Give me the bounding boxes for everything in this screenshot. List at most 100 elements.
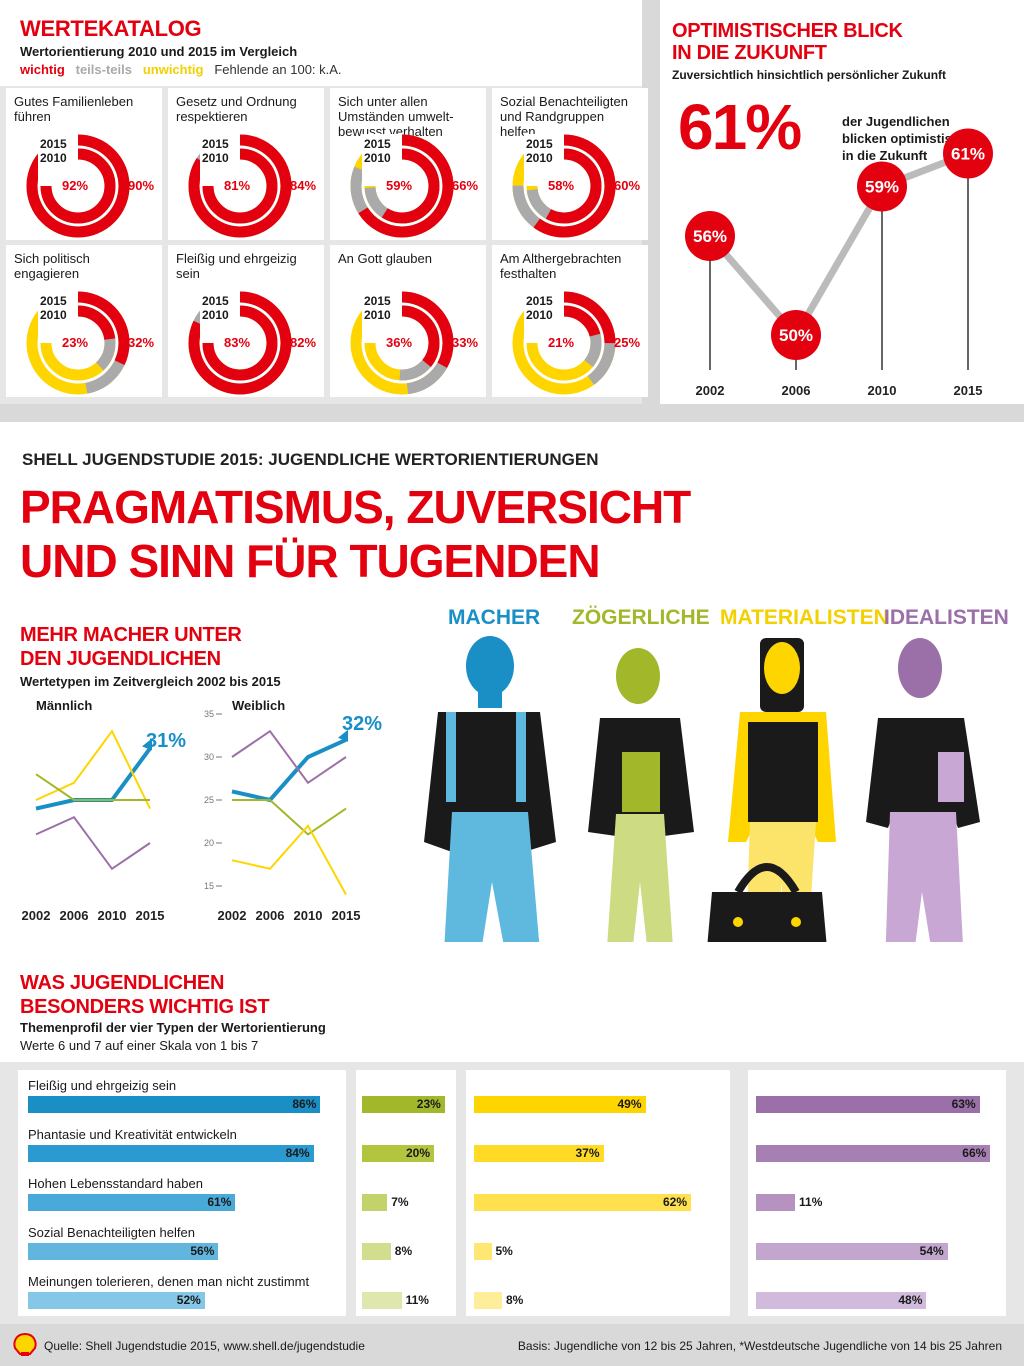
optimism-point-label: 50% [779, 326, 813, 345]
profile-row-label: Meinungen tolerieren, denen man nicht zu… [28, 1274, 310, 1289]
year-2015-label: 2015 [202, 137, 229, 151]
profile-bar-value: 5% [495, 1244, 513, 1258]
profile-row-label: Fleißig und ehrgeizig sein [28, 1078, 177, 1093]
donut-cell: Sich politisch engagieren 2015 2010 23% 32% [6, 245, 162, 397]
trend-year-label: 2002 [22, 908, 51, 923]
inner-percent: 23% [62, 335, 89, 350]
outer-percent: 25% [614, 335, 641, 350]
donut-cell: Gesetz und Ordnung respektieren 2015 2010 8… [168, 88, 324, 240]
donut-ring [350, 291, 454, 395]
profile-bar: 56% [28, 1243, 219, 1260]
main-headline-1: PRAGMATISMUS, ZUVERSICHT [20, 481, 691, 533]
inner-percent: 83% [224, 335, 251, 350]
trend-year-label: 2002 [218, 908, 247, 923]
profile-bar-value: 8% [506, 1293, 524, 1307]
trend-female-label: Weiblich [232, 698, 286, 713]
optimism-desc-3: in die Zukunft [842, 148, 928, 163]
trend-year-label: 2010 [98, 908, 127, 923]
donut-ring [512, 291, 616, 395]
year-2010-label: 2010 [526, 308, 553, 322]
optimism-point-label: 56% [693, 227, 727, 246]
outer-percent: 84% [290, 178, 317, 193]
donut-cell: Am Althergebrachten festhalten 2015 2010 21… [492, 245, 648, 397]
profile-bar: 20% [362, 1145, 434, 1162]
trend-series-line [231, 737, 347, 803]
type-materialisten: MATERIALISTEN [720, 606, 889, 629]
year-2015-label: 2015 [40, 137, 67, 151]
donut-label: An Gott glauben [338, 251, 432, 266]
profile-bar: 48% [756, 1292, 927, 1309]
outer-percent: 60% [614, 178, 641, 193]
wertekatalog-title: WERTEKATALOG [20, 16, 202, 41]
trend-series-line [35, 815, 151, 871]
donut-cell: An Gott glauben 2015 2010 36% 33% [330, 245, 486, 397]
profile-bar-value: 11% [799, 1195, 823, 1209]
profile-title-2: BESONDERS WICHTIG IST [20, 996, 270, 1018]
ring-mask [524, 134, 564, 186]
ring-mask [362, 134, 402, 186]
trend-title-1: MEHR MACHER UNTER [20, 624, 242, 646]
year-2015-label: 2015 [526, 294, 553, 308]
donut-ring [26, 134, 130, 238]
optimism-point [943, 128, 993, 179]
outer-percent: 82% [290, 335, 317, 350]
year-2015-label: 2015 [40, 294, 67, 308]
ring-mask [38, 134, 78, 186]
inner-percent: 58% [548, 178, 575, 193]
wertekatalog-header: WERTEKATALOG Wertorientierung 2010 und 2… [0, 0, 642, 86]
figure-idealisten [866, 638, 980, 942]
trend-arrowhead [338, 729, 348, 742]
profile-bar [362, 1292, 402, 1309]
year-2010-label: 2010 [40, 308, 67, 322]
optimism-title-1: OPTIMISTISCHER BLICK [672, 20, 903, 42]
profile-row-label: Sozial Benachteiligten helfen [28, 1225, 195, 1240]
year-2010-label: 2010 [364, 308, 391, 322]
inner-percent: 92% [62, 178, 89, 193]
trend-series-line [35, 773, 150, 801]
profile-bar: 62% [474, 1194, 691, 1211]
optimism-line-chart: 56% 2002 50% 2006 59% 2010 61% 2015 [685, 128, 993, 398]
donut-cell: Sozial Benachteiligten und Randgruppen h… [492, 88, 648, 240]
profile-bar-value: 8% [394, 1244, 413, 1258]
optimism-year-label: 2010 [868, 383, 897, 398]
optimism-desc-1: der Jugendlichen [842, 114, 950, 129]
donut-label: Fleißig und ehrgeizig sein [176, 251, 297, 281]
footer: Quelle: Shell Jugendstudie 2015, www.she… [0, 1326, 1024, 1366]
trend-series-line [231, 729, 347, 785]
optimism-point-label: 59% [865, 178, 899, 197]
donut-label: Am Althergebrachten festhalten [500, 251, 622, 281]
profile-bar: 61% [28, 1194, 236, 1211]
ring-mask [200, 291, 240, 343]
figure-macher [424, 636, 556, 942]
figures-illustration [424, 636, 980, 942]
optimism-point [857, 161, 907, 212]
main-panel: SHELL JUGENDSTUDIE 2015: JUGENDLICHE WER… [0, 422, 1024, 942]
profile-bar: 66% [756, 1145, 991, 1162]
optimism-year-label: 2006 [782, 383, 811, 398]
donut-label: Sich politisch engagieren [14, 251, 90, 281]
donut-ring [188, 291, 292, 395]
trend-series-line [232, 799, 347, 836]
trend-arrowhead [142, 738, 152, 751]
year-2010-label: 2010 [40, 151, 67, 165]
optimism-panel: OPTIMISTISCHER BLICK IN DIE ZUKUNFT Zuve… [660, 0, 1024, 404]
trend-series-line [35, 729, 151, 810]
type-idealisten: IDEALISTEN [884, 606, 1009, 629]
profile-subtitle: Themenprofil der vier Typen der Wertorie… [20, 1020, 326, 1035]
figure-materialisten [707, 638, 836, 942]
trend-title-2: DEN JUGENDLICHEN [20, 648, 221, 670]
legend-teils: teils-teils [75, 62, 132, 77]
footer-source: Quelle: Shell Jugendstudie 2015, www.she… [44, 1339, 365, 1353]
ring-mask [524, 291, 564, 343]
optimism-big-number: 61% [678, 91, 802, 163]
trend-callout: 32% [342, 713, 382, 735]
donut-ring [512, 134, 616, 238]
trend-year-label: 2015 [136, 908, 165, 923]
donut-ring [26, 291, 130, 395]
donut-cell: Fleißig und ehrgeizig sein 2015 2010 83% 82% [168, 245, 324, 397]
figure-zoegerliche [588, 648, 694, 942]
profile-row-label: Phantasie und Kreativität entwickeln [28, 1127, 237, 1142]
main-kicker: SHELL JUGENDSTUDIE 2015: JUGENDLICHE WER… [22, 450, 599, 469]
profile-bar: 86% [28, 1096, 321, 1113]
